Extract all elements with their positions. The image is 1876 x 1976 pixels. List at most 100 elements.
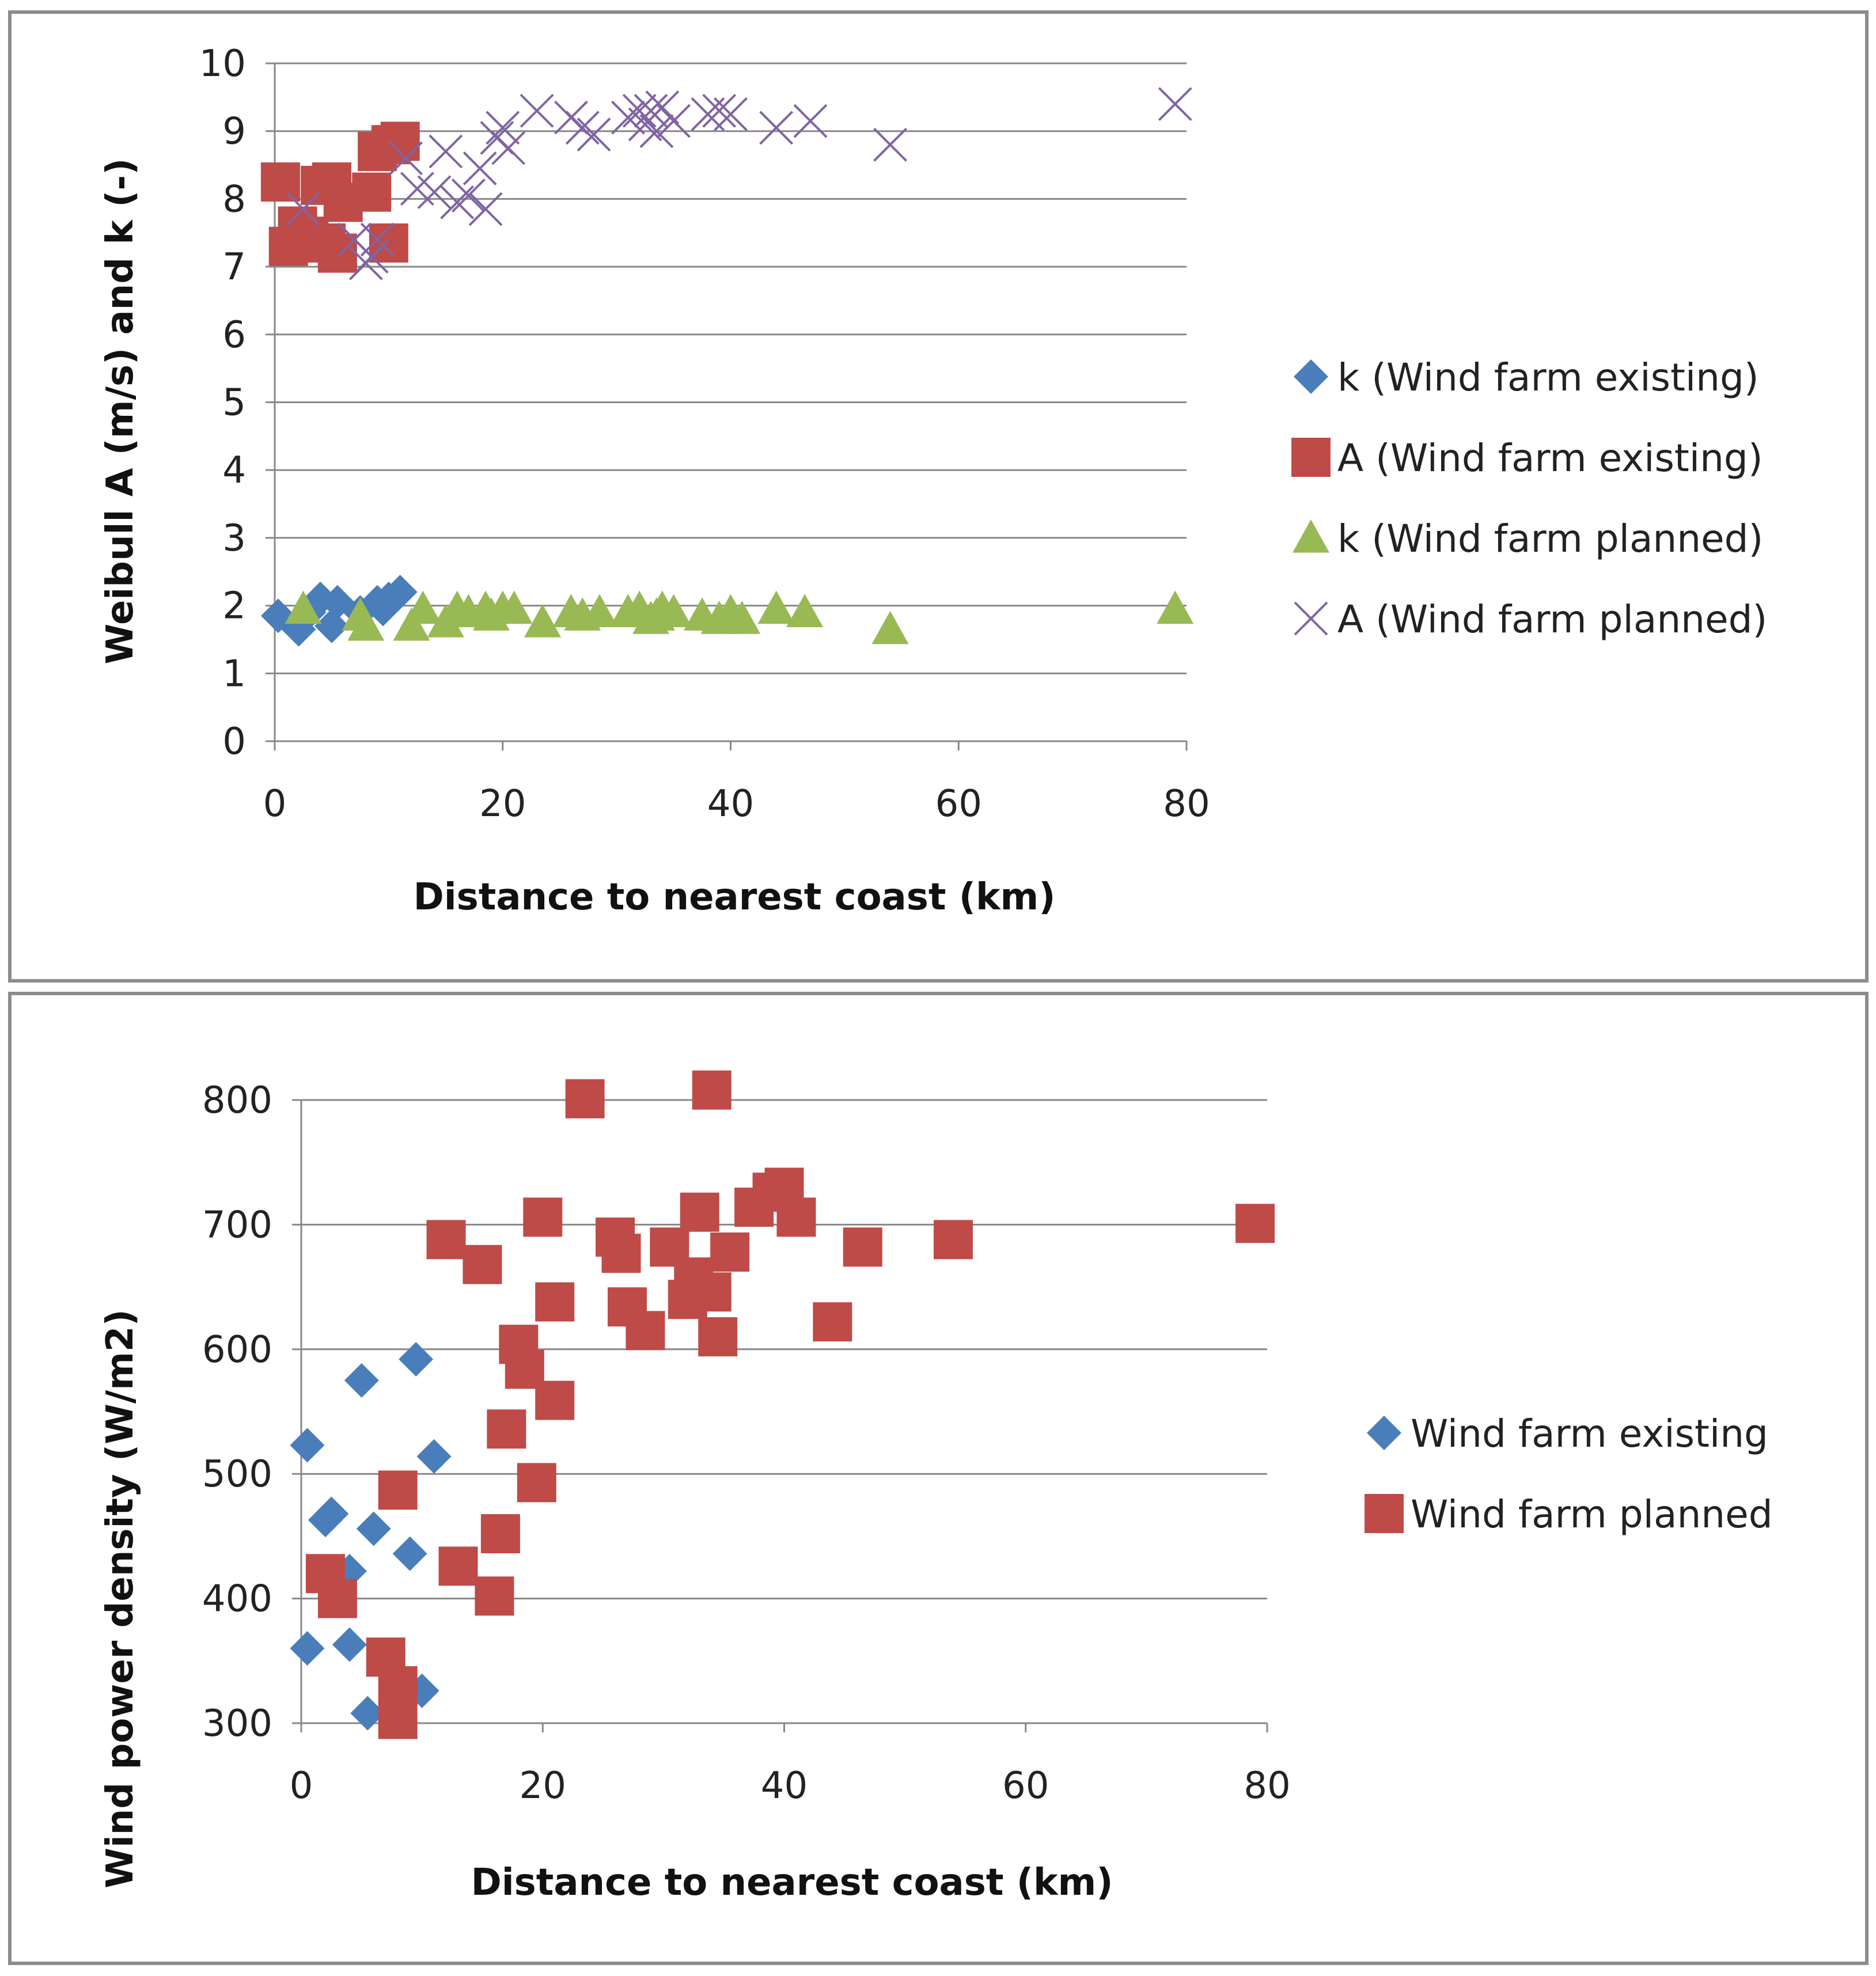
data-point — [260, 162, 300, 202]
legend-marker — [1365, 1494, 1404, 1533]
legend-label: k (Wind farm existing) — [1337, 355, 1759, 400]
data-point — [786, 594, 824, 627]
legend-label: k (Wind farm planned) — [1337, 517, 1763, 561]
weibull-scatter-chart: 0 1 2 3 4 5 6 7 8 9 10 0 20 40 60 80 Distance to neare… — [99, 43, 1767, 919]
x-tick-label: 60 — [1002, 1765, 1049, 1807]
legend-marker — [1367, 1416, 1401, 1450]
legend: k (Wind farm existing) A (Wind farm exist… — [1291, 355, 1767, 642]
data-point — [581, 594, 618, 627]
data-point — [378, 1700, 418, 1739]
data-point — [495, 590, 533, 624]
data-point — [776, 1197, 816, 1237]
data-point — [565, 111, 600, 145]
data-point — [475, 1576, 514, 1616]
data-point — [286, 192, 320, 226]
y-tick-label: 400 — [202, 1578, 272, 1621]
data-point — [451, 179, 486, 213]
data-point — [639, 114, 674, 149]
y-tick-label: 600 — [202, 1329, 272, 1371]
x-tick-labels: 0 20 40 60 80 — [263, 783, 1210, 825]
data-point — [438, 1546, 478, 1586]
y-tick-label: 0 — [222, 720, 246, 763]
data-point — [843, 1227, 882, 1267]
y-tick-label: 8 — [222, 178, 246, 221]
data-point — [1235, 1204, 1275, 1243]
y-tick-label: 2 — [222, 585, 246, 628]
data-point — [404, 590, 442, 624]
data-point — [698, 1317, 738, 1357]
data-point — [352, 172, 392, 212]
legend-label: A (Wind farm existing) — [1337, 436, 1763, 480]
y-tick-label: 10 — [199, 43, 246, 85]
data-point — [317, 1579, 357, 1618]
data-point — [517, 1463, 556, 1503]
data-point — [723, 601, 761, 634]
data-point — [793, 104, 828, 138]
x-tick-label: 20 — [479, 783, 526, 825]
legend-marker — [1293, 519, 1329, 553]
data-point — [692, 1272, 732, 1312]
x-tick-labels: 0 20 40 60 80 — [290, 1765, 1291, 1807]
data-point — [577, 117, 611, 151]
data-point — [382, 575, 418, 610]
data-point — [634, 93, 668, 128]
data-point — [535, 1282, 575, 1322]
y-tick-label: 500 — [202, 1453, 272, 1496]
data-points — [290, 1070, 1275, 1739]
x-tick-label: 80 — [1163, 783, 1210, 825]
data-point — [393, 607, 430, 641]
legend-label: Wind farm existing — [1411, 1412, 1768, 1456]
data-point — [317, 233, 357, 273]
power-density-scatter-chart: 300 400 500 600 700 800 0 20 40 60 80 Distance to… — [99, 1070, 1773, 1904]
axes — [292, 1099, 1268, 1732]
legend-marker — [1291, 438, 1331, 477]
x-tick-label: 20 — [520, 1765, 566, 1807]
y-axis-label: Wind power density (W/m2) — [99, 1309, 142, 1888]
data-point — [601, 1234, 641, 1273]
y-tick-label: 9 — [222, 111, 246, 153]
y-tick-label: 7 — [222, 246, 246, 289]
data-point — [378, 1666, 418, 1706]
data-point — [463, 1245, 502, 1284]
y-tick-label: 4 — [222, 449, 246, 492]
y-tick-label: 3 — [222, 517, 246, 560]
x-tick-label: 40 — [761, 1765, 808, 1807]
y-tick-label: 700 — [202, 1204, 272, 1246]
data-point — [426, 1220, 466, 1260]
data-point — [260, 598, 295, 634]
data-point — [486, 111, 520, 145]
x-tick-label: 40 — [707, 783, 754, 825]
data-point — [714, 97, 748, 131]
y-tick-label: 800 — [202, 1079, 272, 1122]
data-point — [933, 1220, 973, 1260]
data-point — [392, 1536, 427, 1571]
data-point — [463, 151, 497, 185]
data-point — [347, 607, 385, 641]
x-axis-label: Distance to nearest coast (km) — [471, 1861, 1113, 1904]
legend-marker — [1294, 359, 1328, 394]
data-point — [285, 590, 322, 624]
data-point — [389, 141, 423, 176]
x-tick-label: 0 — [263, 783, 287, 825]
data-point — [314, 608, 349, 643]
legend: Wind farm existing Wind farm planned — [1365, 1412, 1773, 1537]
data-point — [692, 1070, 732, 1110]
y-tick-label: 1 — [222, 653, 246, 695]
data-point — [622, 93, 657, 128]
data-point — [360, 222, 395, 257]
data-point — [1157, 590, 1194, 624]
data-point — [369, 223, 408, 263]
data-point — [813, 1302, 852, 1342]
data-point — [657, 104, 691, 138]
x-axis-label: Distance to nearest coast (km) — [414, 876, 1056, 919]
x-tick-label: 60 — [935, 783, 982, 825]
data-point — [290, 1631, 325, 1666]
y-tick-labels: 300 400 500 600 700 800 — [202, 1079, 272, 1745]
data-point — [680, 1192, 719, 1232]
data-point — [399, 1342, 434, 1377]
x-tick-label: 80 — [1244, 1765, 1290, 1807]
data-point — [523, 1197, 563, 1237]
data-point — [655, 594, 692, 627]
data-point — [611, 100, 645, 135]
axes — [266, 62, 1188, 750]
